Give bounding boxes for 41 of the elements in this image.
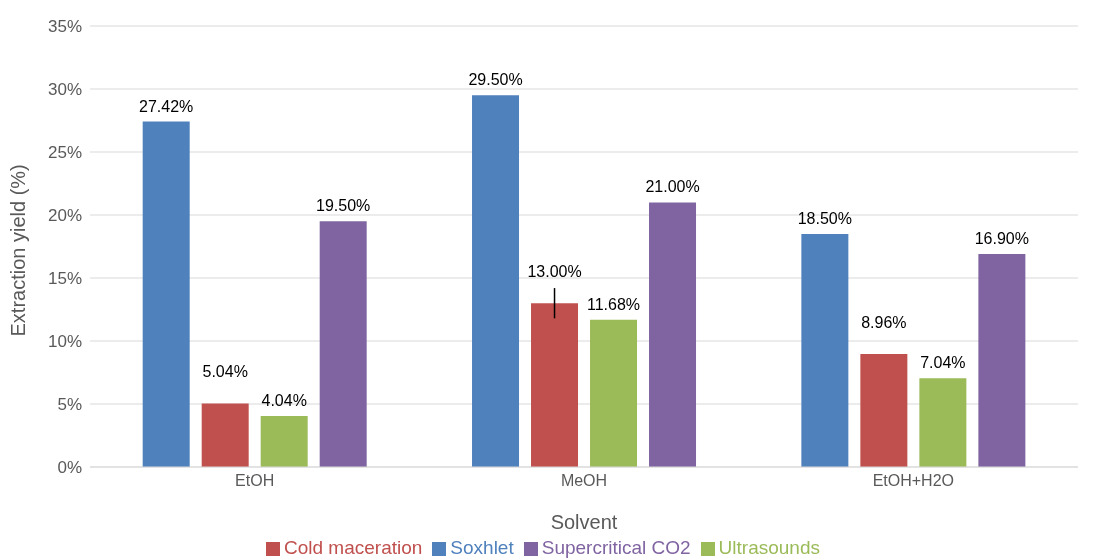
y-tick-label: 35% — [47, 17, 82, 37]
y-tick-label: 5% — [57, 395, 82, 415]
data-label: 18.50% — [797, 209, 852, 227]
bar — [801, 233, 849, 467]
bar — [649, 202, 697, 467]
data-label: 4.04% — [261, 392, 307, 410]
x-axis-title: Solvent — [550, 511, 618, 533]
data-label: 5.04% — [202, 363, 248, 381]
y-tick-label: 20% — [47, 206, 82, 226]
y-axis-title: Extraction yield (%) — [7, 164, 30, 337]
bar — [260, 416, 308, 467]
data-label: 21.00% — [645, 178, 700, 196]
bar — [531, 303, 579, 467]
data-label: 11.68% — [586, 295, 641, 313]
data-label: 19.50% — [316, 197, 371, 215]
bar — [201, 403, 249, 467]
y-tick-label: 0% — [57, 458, 82, 478]
x-tick-label: MeOH — [560, 472, 608, 490]
bar — [919, 378, 967, 467]
bar — [860, 354, 908, 467]
y-tick-label: 30% — [47, 80, 82, 100]
legend-label: Soxhlet — [450, 537, 514, 558]
data-label: 8.96% — [861, 314, 907, 332]
legend-label: Supercritical CO2 — [541, 537, 691, 558]
y-tick-label: 25% — [47, 143, 82, 163]
bar — [142, 121, 190, 467]
bar — [472, 95, 520, 467]
bar — [319, 221, 367, 467]
y-tick-label: 15% — [47, 269, 82, 289]
bar — [590, 319, 638, 467]
x-tick-label: EtOH — [235, 472, 275, 490]
bar — [978, 254, 1026, 467]
x-tick-label: EtOH+H2O — [872, 472, 955, 490]
data-label: 29.50% — [468, 71, 523, 89]
data-label: 13.00% — [527, 263, 582, 281]
data-label: 16.90% — [974, 230, 1029, 248]
y-tick-label: 10% — [47, 332, 82, 352]
data-label: 27.42% — [139, 97, 194, 115]
legend-label: Ultrasounds — [718, 537, 820, 558]
legend-label: Cold maceration — [284, 537, 423, 558]
data-label: 7.04% — [920, 354, 966, 372]
